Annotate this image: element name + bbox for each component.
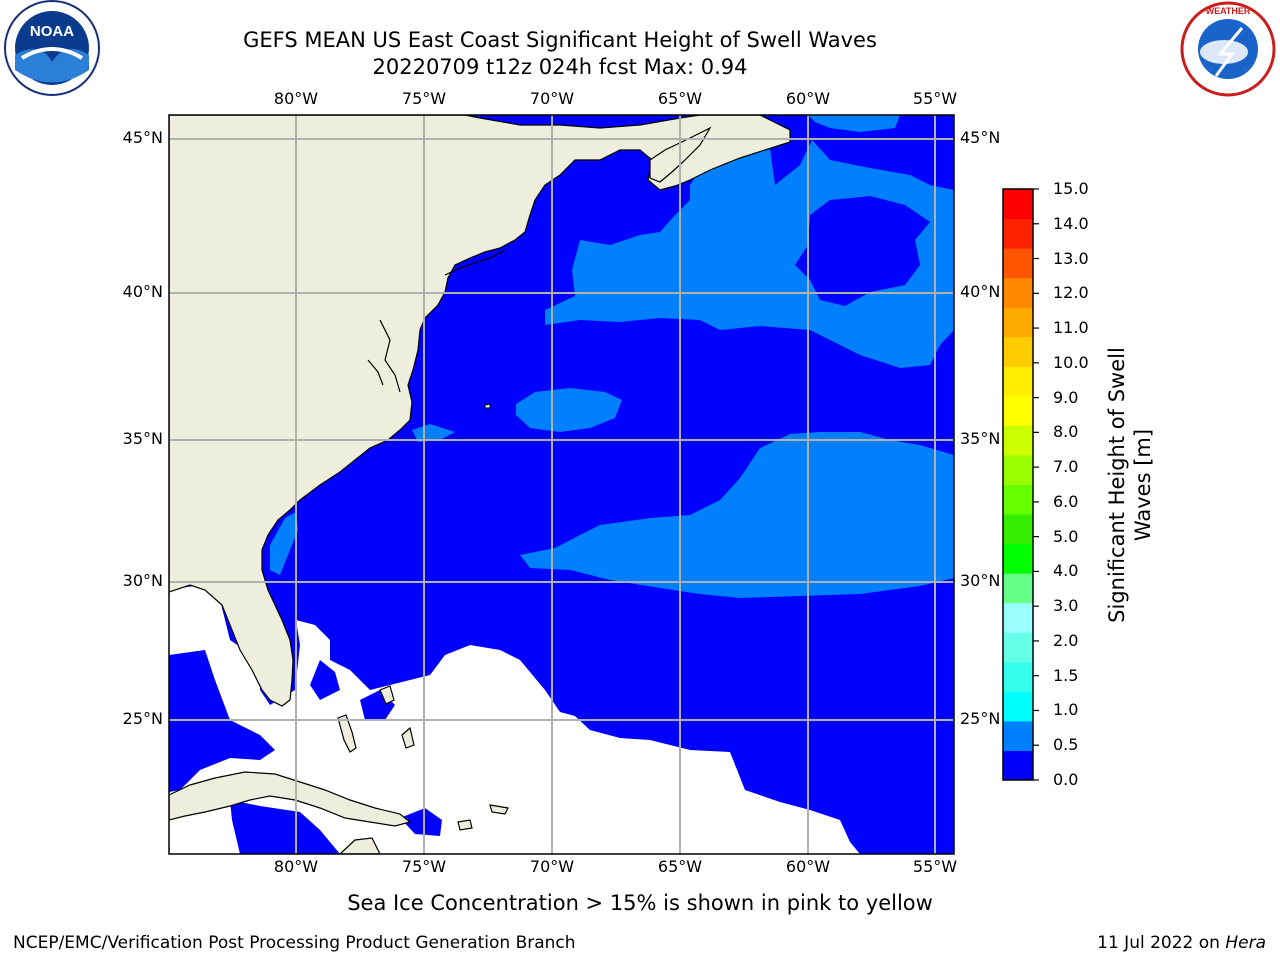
- swell-region-north: [545, 140, 954, 368]
- colorbar-tick-label: 0.5: [1053, 735, 1079, 755]
- map-frame: [168, 114, 955, 855]
- swell-region-hatteras: [412, 424, 455, 442]
- lon-label-top: 80°W: [273, 89, 319, 108]
- lat-label-left: 35°N: [122, 429, 163, 448]
- svg-text:NOAA: NOAA: [30, 23, 74, 40]
- lat-label-left: 40°N: [122, 282, 163, 301]
- lon-label-bottom: 55°W: [912, 857, 958, 876]
- colorbar-swatch: [1003, 277, 1033, 308]
- lon-label-bottom: 70°W: [529, 857, 575, 876]
- lon-label-bottom: 60°W: [785, 857, 831, 876]
- colorbar-swatch: [1003, 366, 1033, 397]
- lon-label-top: 75°W: [401, 89, 447, 108]
- lat-label-left: 25°N: [122, 709, 163, 728]
- colorbar-swatch: [1003, 336, 1033, 367]
- lat-label-right: 35°N: [960, 429, 1001, 448]
- colorbar-swatch: [1003, 307, 1033, 338]
- sea-ice-note: Sea Ice Concentration > 15% is shown in …: [347, 891, 933, 915]
- land-north-america: [169, 115, 791, 707]
- colorbar-tick-label: 15.0: [1053, 179, 1089, 198]
- colorbar-swatch: [1003, 484, 1033, 515]
- chart-subtitle: 20220709 t12z 024h fcst Max: 0.94: [372, 55, 748, 79]
- colorbar-tick-label: 2.0: [1053, 630, 1079, 650]
- land-hispaniola: [339, 837, 381, 854]
- colorbar-swatch: [1003, 248, 1033, 279]
- map-gridlines: [169, 115, 954, 854]
- colorbar-swatch: [1003, 661, 1033, 692]
- lat-label-left: 45°N: [122, 128, 163, 147]
- lat-label-right: 25°N: [960, 709, 1001, 728]
- colorbar-swatch: [1003, 632, 1033, 663]
- colorbar-tick-label: 11.0: [1053, 318, 1089, 338]
- nws-logo: WEATHER: [1180, 1, 1276, 97]
- colorbar-swatch: [1003, 218, 1033, 249]
- chart-title: GEFS MEAN US East Coast Significant Heig…: [243, 28, 877, 52]
- colorbar-frame: [1002, 188, 1034, 781]
- colorbar-tick-label: 12.0: [1053, 283, 1089, 303]
- footer-host: Hera: [1225, 933, 1266, 953]
- lon-label-top: 65°W: [657, 89, 703, 108]
- colorbar-swatch: [1003, 691, 1033, 722]
- colorbar-swatch: [1003, 750, 1033, 781]
- colorbar-title: Significant Height of Swell Waves [m]: [1105, 347, 1155, 623]
- swell-region-south: [520, 432, 954, 598]
- lat-label-right: 40°N: [960, 282, 1001, 301]
- lat-label-right: 45°N: [960, 128, 1001, 147]
- footer-date-text: 11 Jul 2022 on: [1097, 933, 1226, 953]
- colorbar-swatch: [1003, 514, 1033, 545]
- lon-label-bottom: 80°W: [273, 857, 319, 876]
- colorbar-swatch: [1003, 602, 1033, 633]
- colorbar-tick-label: 9.0: [1053, 387, 1079, 407]
- colorbar-tick-label: 10.0: [1053, 352, 1089, 372]
- colorbar-tick-label: 6.0: [1053, 491, 1079, 511]
- lon-label-bottom: 65°W: [657, 857, 703, 876]
- colorbar-swatch: [1003, 454, 1033, 485]
- colorbar-tick-label: 5.0: [1053, 526, 1079, 546]
- colorbar-swatch: [1003, 543, 1033, 574]
- colorbar-tick-label: 7.0: [1053, 457, 1079, 477]
- colorbar-swatch: [1003, 189, 1033, 220]
- svg-text:WEATHER: WEATHER: [1206, 6, 1251, 16]
- colorbar-tick-label: 3.0: [1053, 596, 1079, 616]
- footer-credit: NCEP/EMC/Verification Post Processing Pr…: [13, 933, 576, 953]
- lon-label-top: 70°W: [529, 89, 575, 108]
- colorbar-tick-label: 14.0: [1053, 213, 1089, 233]
- colorbar-tick-label: 1.5: [1053, 665, 1079, 685]
- lat-label-left: 30°N: [122, 571, 163, 590]
- colorbar-tick-label: 4.0: [1053, 561, 1079, 581]
- land-cuba: [169, 771, 412, 827]
- lon-label-top: 55°W: [912, 89, 958, 108]
- colorbar: [1002, 188, 1039, 781]
- swell-region-north-top: [808, 115, 900, 132]
- lat-label-right: 30°N: [960, 571, 1001, 590]
- lon-label-bottom: 75°W: [401, 857, 447, 876]
- colorbar-tick-label: 13.0: [1053, 248, 1089, 268]
- noaa-logo: NOAA: [4, 0, 100, 96]
- colorbar-tick-label: 0.0: [1053, 770, 1079, 789]
- colorbar-swatch: [1003, 395, 1033, 426]
- colorbar-swatch: [1003, 573, 1033, 604]
- swell-region-northeast-pool: [795, 196, 930, 306]
- colorbar-tick-label: 1.0: [1053, 700, 1079, 720]
- colorbar-tick-label: 8.0: [1053, 422, 1079, 442]
- colorbar-swatch: [1003, 720, 1033, 751]
- swell-region-central: [516, 388, 622, 432]
- lon-label-top: 60°W: [785, 89, 831, 108]
- swell-region-florida: [270, 512, 298, 575]
- colorbar-swatch: [1003, 425, 1033, 456]
- footer-date: 11 Jul 2022 on Hera: [1097, 933, 1266, 953]
